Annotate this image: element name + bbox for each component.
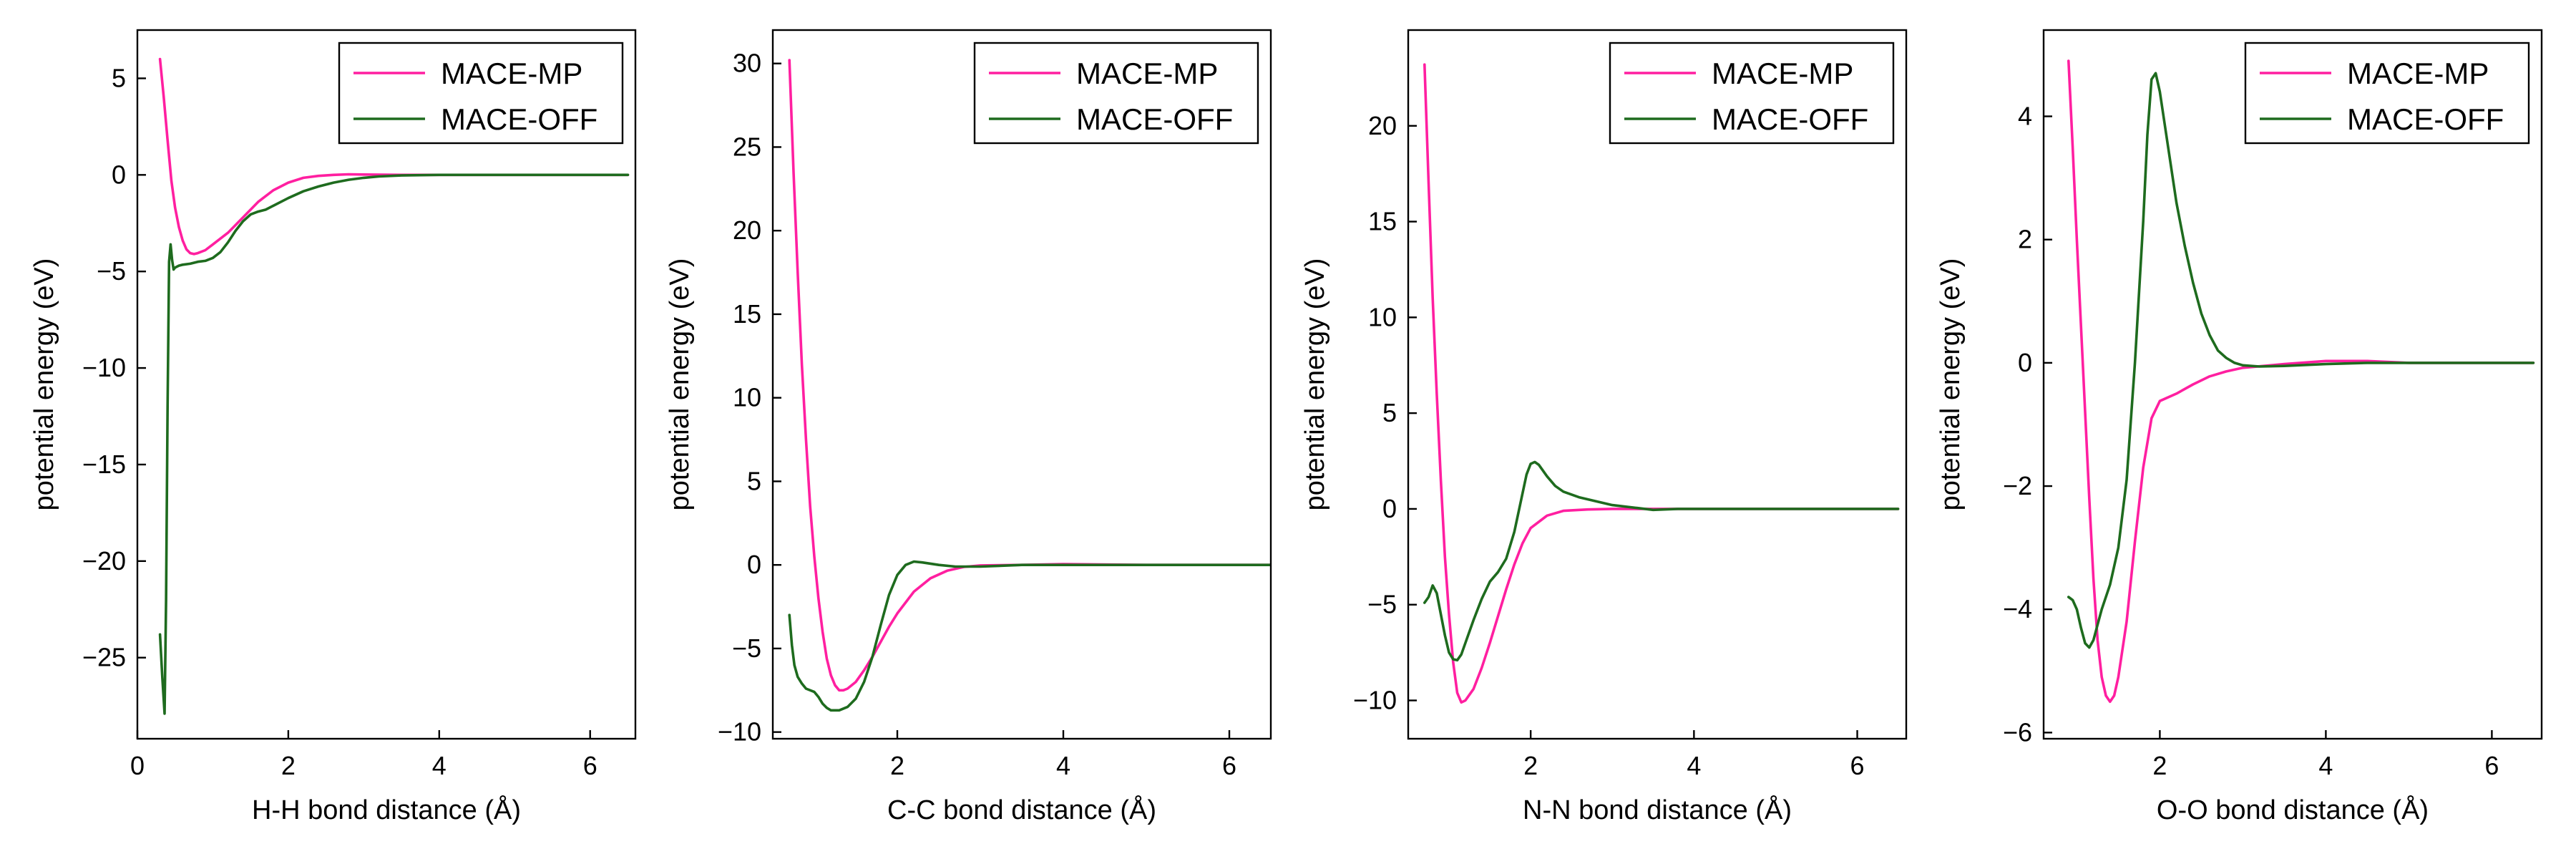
- x-tick-label: 4: [432, 751, 447, 780]
- series-line-mace-mp: [1423, 63, 1900, 704]
- x-tick-label: 4: [1687, 751, 1701, 780]
- x-tick-label: 2: [281, 751, 296, 780]
- series-line-mace-mp: [788, 59, 1271, 692]
- chart-panel-1: 0 2 4 6 5 0 −5 −10 −15 −20 −25 H-H bond distance (Å…: [29, 29, 637, 825]
- legend-label-mace-mp: MACE-MP: [1712, 57, 1853, 90]
- y-tick-label: 4: [2018, 102, 2032, 131]
- axes-frame: [2042, 29, 2543, 740]
- x-axis-label: O-O bond distance (Å): [2157, 794, 2429, 825]
- axes-frame: [771, 29, 1272, 740]
- y-tick-label: −25: [82, 643, 126, 672]
- y-tick-label: −5: [97, 256, 126, 286]
- y-tick-label: 5: [112, 63, 126, 92]
- y-axis-label: potential energy (eV): [665, 258, 695, 511]
- legend-label-mace-mp: MACE-MP: [441, 57, 582, 90]
- legend: MACE-MP MACE-OFF: [973, 42, 1259, 145]
- y-tick-label: 2: [2018, 225, 2032, 254]
- y-tick-label: 15: [733, 299, 761, 329]
- series-line-mace-off: [2067, 72, 2535, 649]
- y-tick-label: 0: [1382, 494, 1397, 523]
- y-tick-label: 10: [733, 383, 761, 412]
- y-tick-label: −5: [732, 634, 761, 663]
- y-axis-label: potential energy (eV): [29, 258, 59, 511]
- series-line-mace-off: [158, 173, 630, 715]
- series-line-mace-mp: [158, 57, 630, 256]
- legend: MACE-MP MACE-OFF: [2244, 42, 2530, 145]
- legend-label-mace-off: MACE-OFF: [1712, 102, 1868, 136]
- chart-panel-3: 2 4 6 20 15 10 5 0 −5 −10 N-N bond distance (Å) pot…: [1300, 29, 1908, 825]
- legend-label-mace-off: MACE-OFF: [1076, 102, 1233, 136]
- y-tick-label: −10: [718, 717, 761, 747]
- x-tick-label: 6: [1222, 751, 1236, 780]
- y-tick-label: 0: [2018, 348, 2032, 377]
- y-tick-label: −15: [82, 450, 126, 479]
- x-tick-label: 2: [2152, 751, 2167, 780]
- y-tick-label: 0: [112, 160, 126, 189]
- x-tick-label: 6: [583, 751, 597, 780]
- y-tick-label: 20: [1368, 111, 1397, 140]
- y-tick-label: 10: [1368, 302, 1397, 331]
- x-tick-label: 6: [1850, 751, 1865, 780]
- axes-frame: [136, 29, 637, 740]
- y-tick-label: −10: [82, 353, 126, 382]
- series-line-mace-off: [1423, 460, 1900, 662]
- legend-label-mace-off: MACE-OFF: [2347, 102, 2504, 136]
- legend: MACE-MP MACE-OFF: [338, 42, 624, 145]
- y-tick-label: −4: [2003, 594, 2032, 623]
- y-tick-label: 5: [1382, 398, 1397, 427]
- x-axis-label: H-H bond distance (Å): [252, 794, 521, 825]
- legend-box: [338, 42, 624, 145]
- y-tick-label: 0: [747, 550, 761, 579]
- x-tick-label: 4: [2318, 751, 2333, 780]
- legend-box: [2244, 42, 2530, 145]
- chart-panel-4: 2 4 6 4 2 0 −2 −4 −6 O-O bond distance (Å) potenti…: [1936, 29, 2543, 825]
- y-tick-label: 25: [733, 132, 761, 161]
- legend-box: [1609, 42, 1895, 145]
- y-tick-label: −10: [1353, 685, 1397, 714]
- axes-frame: [1407, 29, 1908, 740]
- x-tick-label: 6: [2484, 751, 2499, 780]
- y-tick-label: −5: [1367, 590, 1397, 619]
- x-tick-label: 4: [1056, 751, 1070, 780]
- legend: MACE-MP MACE-OFF: [1609, 42, 1895, 145]
- y-axis-label: potential energy (eV): [1300, 258, 1330, 511]
- y-tick-label: 5: [747, 466, 761, 495]
- x-tick-label: 2: [1523, 751, 1538, 780]
- legend-label-mace-mp: MACE-MP: [1076, 57, 1218, 90]
- x-tick-label: 2: [890, 751, 904, 780]
- y-tick-label: 20: [733, 215, 761, 245]
- y-axis-label: potential energy (eV): [1936, 258, 1966, 511]
- legend-label-mace-off: MACE-OFF: [441, 102, 597, 136]
- series-line-mace-mp: [2067, 59, 2535, 704]
- series-line-mace-off: [788, 560, 1271, 712]
- y-tick-label: −6: [2003, 717, 2032, 747]
- y-tick-label: 30: [733, 49, 761, 78]
- y-tick-label: 15: [1368, 207, 1397, 236]
- y-tick-label: −20: [82, 546, 126, 576]
- x-axis-label: N-N bond distance (Å): [1523, 794, 1792, 825]
- chart-panel-2: 2 4 6 30 25 20 15 10 5 0 −5 −10 C-C bond distance (Å…: [665, 29, 1272, 825]
- x-tick-label: 0: [130, 751, 145, 780]
- legend-box: [973, 42, 1259, 145]
- legend-label-mace-mp: MACE-MP: [2347, 57, 2489, 90]
- y-tick-label: −2: [2003, 471, 2032, 500]
- x-axis-label: C-C bond distance (Å): [887, 794, 1156, 825]
